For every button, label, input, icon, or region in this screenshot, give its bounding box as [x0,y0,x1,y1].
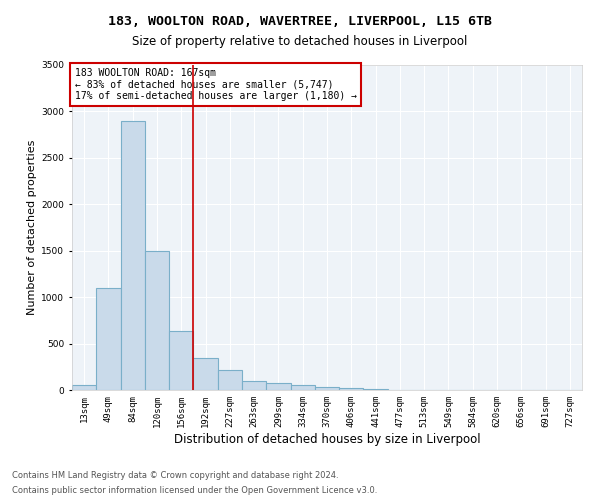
Bar [315,387,339,390]
Bar [218,370,242,390]
Text: Size of property relative to detached houses in Liverpool: Size of property relative to detached ho… [133,35,467,48]
Bar [121,120,145,390]
Bar [145,250,169,390]
Y-axis label: Number of detached properties: Number of detached properties [27,140,37,315]
Bar [96,288,121,390]
Text: Contains public sector information licensed under the Open Government Licence v3: Contains public sector information licen… [12,486,377,495]
Text: 183 WOOLTON ROAD: 167sqm
← 83% of detached houses are smaller (5,747)
17% of sem: 183 WOOLTON ROAD: 167sqm ← 83% of detach… [74,68,356,102]
Text: 183, WOOLTON ROAD, WAVERTREE, LIVERPOOL, L15 6TB: 183, WOOLTON ROAD, WAVERTREE, LIVERPOOL,… [108,15,492,28]
Bar [364,389,388,390]
Text: Contains HM Land Registry data © Crown copyright and database right 2024.: Contains HM Land Registry data © Crown c… [12,471,338,480]
Bar [339,388,364,390]
Bar [169,330,193,390]
Bar [72,385,96,390]
X-axis label: Distribution of detached houses by size in Liverpool: Distribution of detached houses by size … [173,432,481,446]
Bar [193,358,218,390]
Bar [242,380,266,390]
Bar [290,385,315,390]
Bar [266,382,290,390]
